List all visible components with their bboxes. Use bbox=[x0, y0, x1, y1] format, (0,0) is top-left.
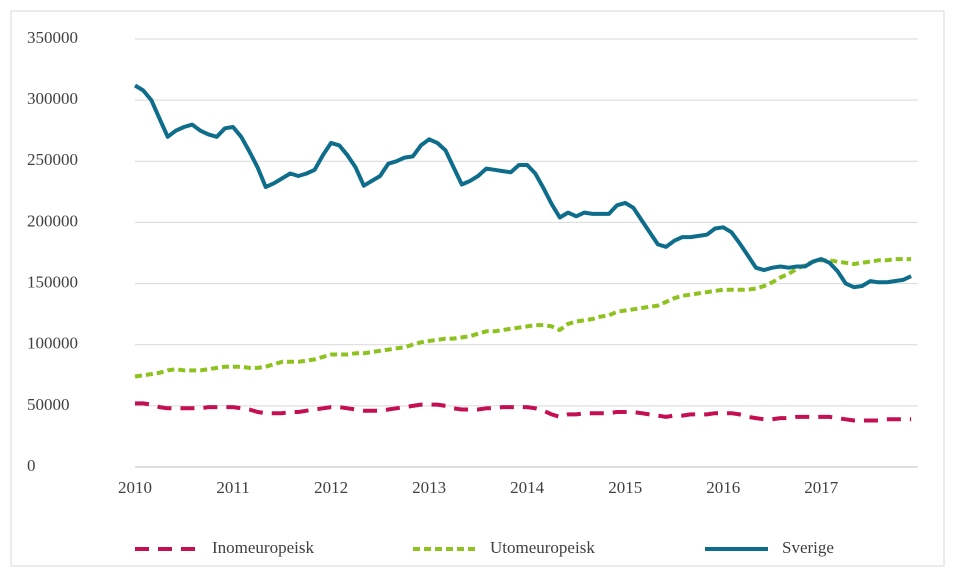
series-line bbox=[133, 83, 912, 290]
y-tick-label: 350000 bbox=[27, 28, 78, 47]
chart-border bbox=[10, 10, 945, 567]
x-tick-label: 2011 bbox=[216, 478, 249, 497]
legend-label: Sverige bbox=[782, 538, 834, 557]
x-tick-label: 2013 bbox=[412, 478, 446, 497]
series-line bbox=[134, 257, 912, 379]
y-tick-label: 200000 bbox=[27, 211, 78, 230]
x-tick-label: 2015 bbox=[608, 478, 642, 497]
x-tick-label: 2017 bbox=[804, 478, 839, 497]
series-line bbox=[135, 401, 912, 423]
y-tick-label: 0 bbox=[27, 456, 36, 475]
x-tick-label: 2014 bbox=[510, 478, 545, 497]
y-tick-label: 250000 bbox=[27, 150, 78, 169]
x-tick-label: 2012 bbox=[314, 478, 348, 497]
y-tick-label: 300000 bbox=[27, 89, 78, 108]
y-tick-label: 150000 bbox=[27, 272, 78, 291]
legend-label: Inomeuropeisk bbox=[212, 538, 314, 557]
y-tick-label: 50000 bbox=[27, 395, 70, 414]
x-tick-label: 2016 bbox=[706, 478, 740, 497]
y-tick-label: 100000 bbox=[27, 334, 78, 353]
legend-label: Utomeuropeisk bbox=[490, 538, 595, 557]
x-tick-label: 2010 bbox=[118, 478, 152, 497]
